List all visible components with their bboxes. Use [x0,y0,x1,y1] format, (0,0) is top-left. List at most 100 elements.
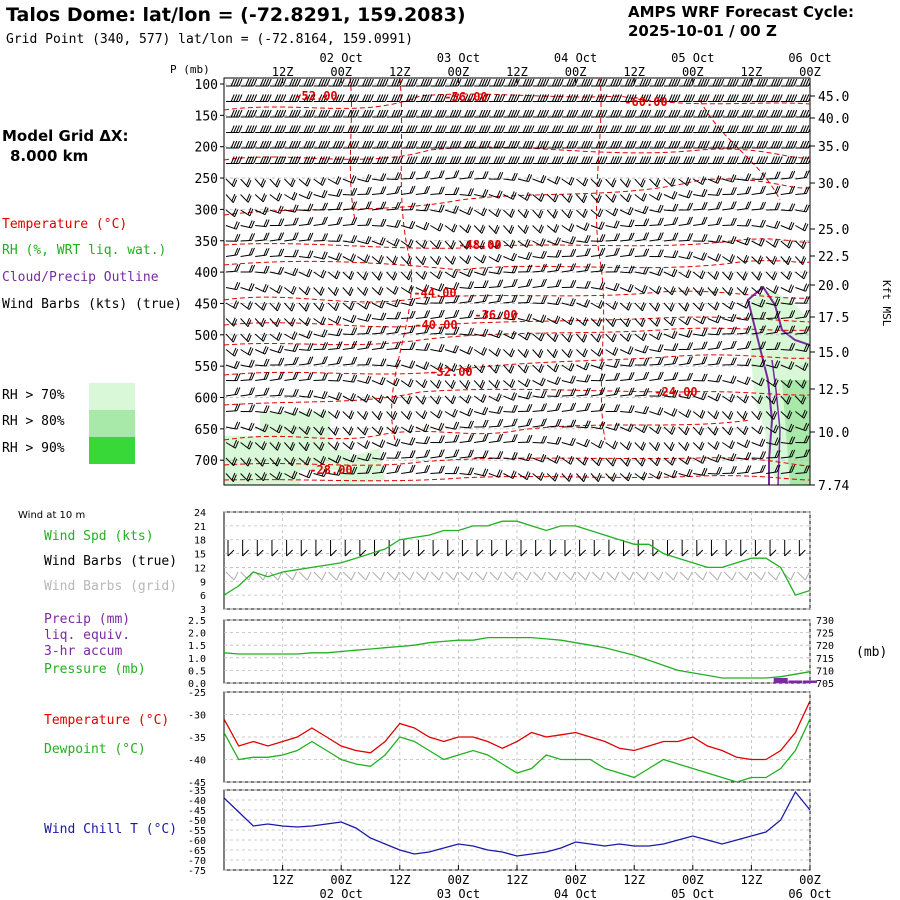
wind-barb-feather [571,156,576,164]
wind-barb-feather [715,156,720,164]
wind-barb-feather [352,315,357,323]
wind-barb-feather [526,379,531,388]
wind-barb-feather [472,109,477,118]
wind-barb-feather [513,294,518,303]
wind-barb-feather [289,125,294,133]
wind-barb-feather [337,392,342,401]
wind-barb-feather [452,78,457,87]
wind-barb-feather [438,170,443,178]
isotherm-label: -40.00 [414,318,457,332]
wind-barb-feather [599,264,604,272]
wind-barb-feather [537,156,542,164]
wind-barb-feather [671,408,676,416]
wind-barb-feather [440,204,445,213]
wind-barb-feather [353,201,358,209]
wind-barb [722,287,731,296]
wind-10m-grid-barb [372,571,381,581]
wind-barb-feather [366,255,370,263]
wind-barb-feather [656,470,661,479]
wind-barb-feather [756,94,761,102]
wind-barb-feather [411,125,416,133]
wind-10m-grid-barb [474,571,484,581]
wind-barb-feather [699,409,704,418]
wind-barb [459,364,469,373]
wind-barb-feather [277,94,282,102]
wind-barb-feather [353,235,358,243]
wind-barb-feather [686,342,691,350]
wind-barb-feather [545,125,550,133]
wind-barb-feather [715,411,720,420]
wind-barb-feather [642,156,647,164]
wind-barb-feather [654,78,659,87]
wind-barb [561,194,570,203]
wind-barb-feather [741,156,746,164]
wind-barb-feather [759,186,764,194]
wind-barb-feather [701,341,706,349]
wind-barb-feather [391,271,396,279]
wind-barb-feather [611,472,616,481]
wind-barb-feather [262,206,267,214]
wind-10m-grid-barbs [225,571,810,581]
wind-barb-feather [583,78,588,87]
wind-barb [313,271,324,279]
wind-barb [269,473,279,481]
wind-barb-feather [705,109,710,118]
wind-barb-feather [457,156,462,164]
wind-barb-feather [774,185,779,194]
wind-barb-feather [776,437,781,446]
wind-barb-feather [423,109,428,118]
wind-barb [532,209,541,219]
wind-barb [254,333,264,342]
wind-barb-feather [472,140,477,149]
wind-barb-feather [674,216,679,225]
wind-barb-feather [659,232,664,240]
wind-barb-feather [657,204,662,213]
wind-barb-feather [392,395,397,403]
wind-barb-feather [588,125,593,133]
wind-barb-feather [249,348,254,356]
wind-barb-feather [557,297,562,305]
wind-barb-feather [394,359,399,367]
wind-barb-feather [630,219,635,227]
wind-barb-feather [511,294,516,303]
wind-barb-feather [362,156,367,164]
wind-barb-feather [686,468,691,477]
wind-barb-feather [436,409,441,418]
wind-barb-feather [598,458,603,466]
wind-barb [517,194,528,201]
wind-barb-feather [689,202,694,211]
wind-barb-feather [319,426,324,434]
wind-barb [298,302,307,312]
wind-barb-feather [501,156,506,164]
wind-barb-feather [308,191,313,200]
wind-barb-feather [425,222,430,231]
wind-barb-feather [351,201,355,210]
wind-barb-feather [791,170,796,179]
wind-barb-feather [484,468,489,477]
wind-barb-feather [673,94,678,102]
wind-barb-feather [801,409,806,418]
wind-barb-feather [440,435,445,443]
wind-barb-feather [469,94,474,102]
wind-barb-feather [540,365,544,373]
wind-barb-feather [761,156,766,164]
wind-10m-barb-feather [256,549,264,557]
wind-barb-feather [381,140,386,149]
wind-barb-feather [440,423,445,431]
wind-barb-feather [340,109,345,118]
wind-barb [298,411,310,417]
wind-barb-feather [713,426,718,434]
wind-barb-feather [308,125,313,133]
wind-barb-feather [457,125,462,133]
wind-barb-feather [582,208,587,217]
wind-barb-feather [394,298,399,307]
wind-barb-feather [435,255,440,264]
wind-barb-feather [598,300,603,308]
wind-barb-feather [466,78,471,87]
time-label-bottom: 12Z [741,873,763,887]
wind-barb-feather [478,109,483,118]
wind-barb [400,240,411,248]
wind-barb-feather [397,451,402,459]
wind-barb-feather [630,94,635,102]
wind-barb-feather [232,208,237,216]
